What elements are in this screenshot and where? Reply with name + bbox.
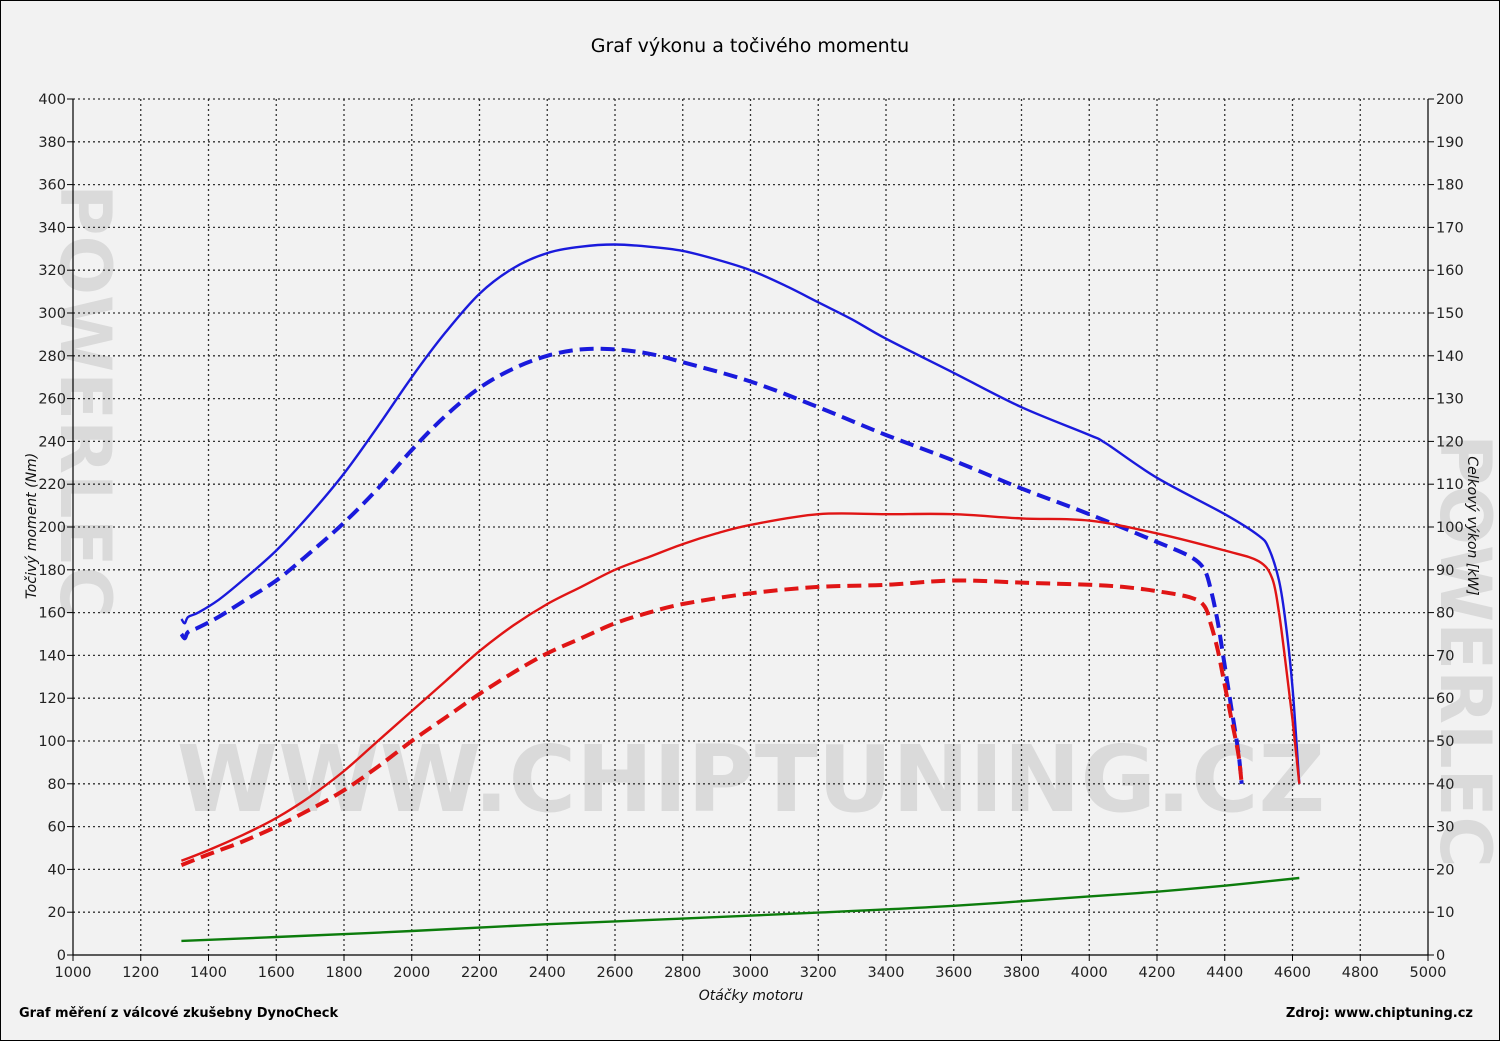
y2-tick-label: 50 bbox=[1436, 734, 1454, 750]
series-line-4 bbox=[180, 578, 1244, 867]
y2-tick-label: 60 bbox=[1436, 691, 1454, 707]
y2-tick-label: 40 bbox=[1436, 777, 1454, 793]
x-tick-label: 2600 bbox=[597, 965, 634, 981]
y-tick-label: 80 bbox=[48, 777, 66, 793]
x-tick-label: 2000 bbox=[393, 965, 430, 981]
x-tick-label: 3200 bbox=[800, 965, 837, 981]
axes: 1000 1200 1400 1600 1800 2000 2200 2400 2600 2800… bbox=[38, 92, 1463, 981]
watermark-side-left: POWERLEC bbox=[44, 184, 126, 618]
y2-tick-label: 140 bbox=[1436, 349, 1464, 365]
y2-tick-label: 100 bbox=[1436, 520, 1464, 536]
y2-axis-title: Celkový výkon [kW] bbox=[1464, 456, 1480, 595]
y2-tick-label: 170 bbox=[1436, 220, 1464, 236]
series-line-5 bbox=[181, 876, 1300, 943]
x-tick-label: 4400 bbox=[1206, 965, 1243, 981]
x-tick-label: 3800 bbox=[1003, 965, 1040, 981]
watermark: WWW.CHIPTUNING.CZ POWERLEC POWERLEC bbox=[44, 184, 1500, 868]
y2-tick-label: 120 bbox=[1436, 434, 1464, 450]
x-tick-label: 1400 bbox=[190, 965, 227, 981]
x-tick-label: 2400 bbox=[529, 965, 566, 981]
footer-source-note: Graf měření z válcové zkušebny DynoCheck bbox=[19, 1006, 339, 1021]
y-tick-label: 20 bbox=[48, 905, 66, 921]
x-axis-title: Otáčky motoru bbox=[699, 988, 804, 1004]
x-tick-label: 1600 bbox=[258, 965, 295, 981]
x-tick-label: 3000 bbox=[732, 965, 769, 981]
x-tick-label: 1800 bbox=[326, 965, 363, 981]
y2-tick-label: 180 bbox=[1436, 178, 1464, 194]
y2-tick-label: 30 bbox=[1436, 820, 1454, 836]
y-tick-label: 60 bbox=[48, 820, 66, 836]
y2-tick-label: 130 bbox=[1436, 392, 1464, 408]
y2-tick-label: 80 bbox=[1436, 606, 1454, 622]
x-tick-label: 1200 bbox=[122, 965, 159, 981]
x-tick-label: 3400 bbox=[868, 965, 905, 981]
series-group bbox=[179, 243, 1301, 943]
y-tick-label: 340 bbox=[38, 220, 66, 236]
y2-tick-label: 150 bbox=[1436, 306, 1464, 322]
y2-tick-label: 10 bbox=[1436, 905, 1454, 921]
y-tick-label: 120 bbox=[38, 691, 66, 707]
y2-tick-label: 200 bbox=[1436, 92, 1464, 108]
x-tick-label: 4000 bbox=[1071, 965, 1108, 981]
x-tick-label: 4600 bbox=[1274, 965, 1311, 981]
y-tick-label: 100 bbox=[38, 734, 66, 750]
y-tick-label: 200 bbox=[38, 520, 66, 536]
y-tick-label: 400 bbox=[38, 92, 66, 108]
y2-tick-label: 0 bbox=[1436, 948, 1445, 964]
y2-tick-label: 160 bbox=[1436, 263, 1464, 279]
y-tick-label: 280 bbox=[38, 349, 66, 365]
series-line-3 bbox=[180, 512, 1301, 862]
y-tick-label: 140 bbox=[38, 648, 66, 664]
y-tick-label: 320 bbox=[38, 263, 66, 279]
y-tick-label: 360 bbox=[38, 178, 66, 194]
y-tick-label: 160 bbox=[38, 606, 66, 622]
footer-source-link: Zdroj: www.chiptuning.cz bbox=[1285, 1006, 1473, 1021]
y2-tick-label: 70 bbox=[1436, 648, 1454, 664]
series-line-1 bbox=[180, 243, 1301, 784]
y-tick-label: 240 bbox=[38, 434, 66, 450]
chart-title: Graf výkonu a točivého momentu bbox=[590, 35, 910, 57]
y-tick-label: 0 bbox=[57, 948, 66, 964]
y-tick-label: 300 bbox=[38, 306, 66, 322]
x-tick-label: 2800 bbox=[664, 965, 701, 981]
y-tick-label: 380 bbox=[38, 135, 66, 151]
y-tick-label: 180 bbox=[38, 563, 66, 579]
y-tick-label: 40 bbox=[48, 862, 66, 878]
y2-tick-label: 20 bbox=[1436, 862, 1454, 878]
watermark-side-right: POWERLEC bbox=[1424, 434, 1500, 868]
y2-tick-label: 110 bbox=[1436, 477, 1464, 493]
x-tick-label: 4800 bbox=[1342, 965, 1379, 981]
x-tick-label: 3600 bbox=[935, 965, 972, 981]
y-tick-label: 260 bbox=[38, 392, 66, 408]
x-tick-label: 5000 bbox=[1410, 965, 1447, 981]
y2-tick-label: 90 bbox=[1436, 563, 1454, 579]
y-axis-title: Točivý moment (Nm) bbox=[24, 453, 40, 599]
x-tick-label: 2200 bbox=[461, 965, 498, 981]
y-tick-label: 220 bbox=[38, 477, 66, 493]
x-tick-label: 1000 bbox=[55, 965, 92, 981]
series-line-2 bbox=[179, 346, 1244, 785]
y2-tick-label: 190 bbox=[1436, 135, 1464, 151]
x-tick-label: 4200 bbox=[1139, 965, 1176, 981]
